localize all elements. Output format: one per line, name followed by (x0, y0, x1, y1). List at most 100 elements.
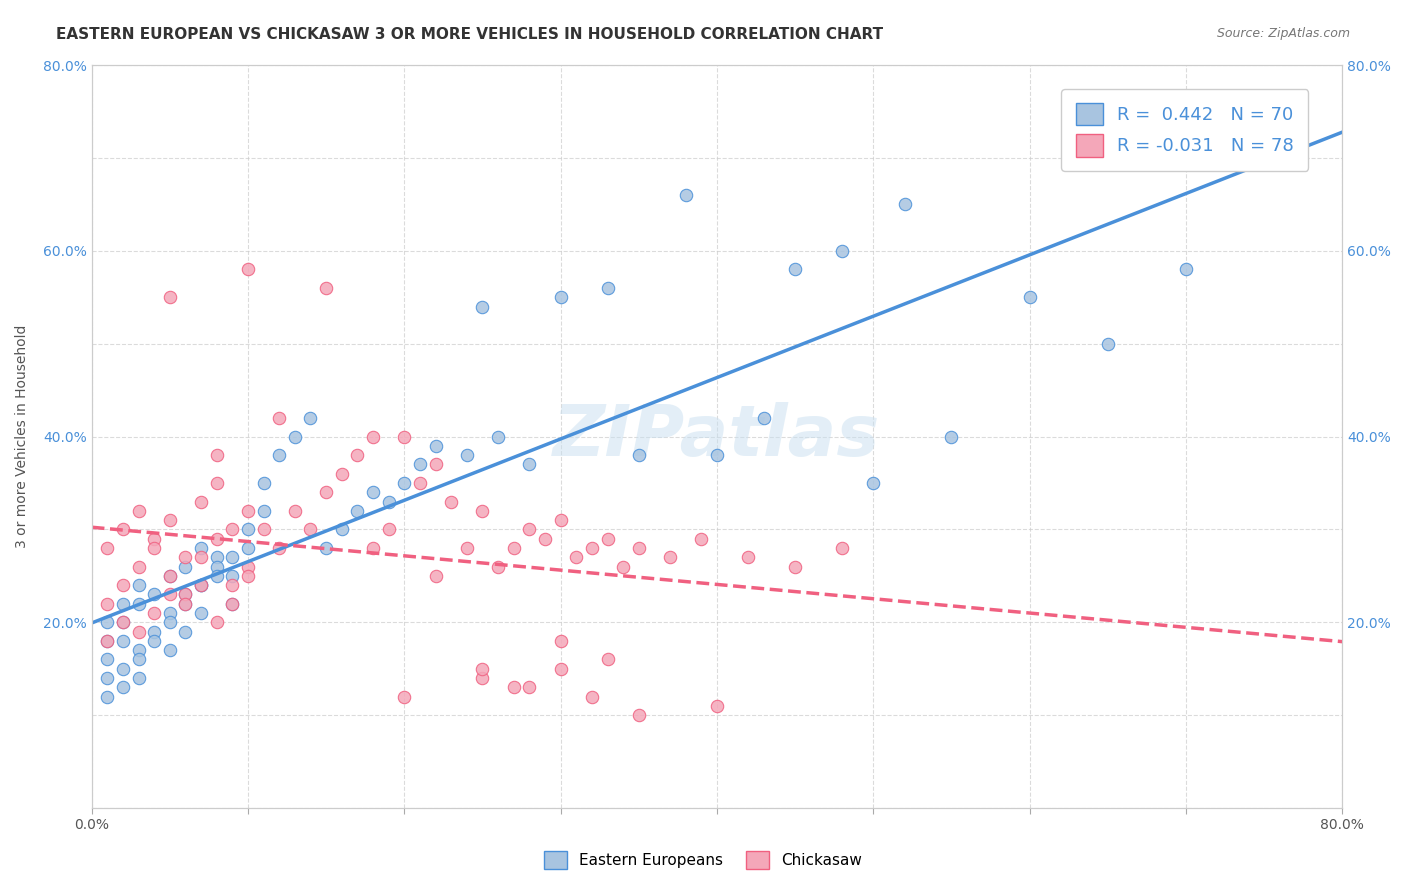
Point (252, 504, 274, 518)
Point (111, 615, 134, 630)
Point (159, 569, 181, 583)
Point (627, 541, 650, 555)
Point (236, 504, 259, 518)
Point (330, 467, 353, 481)
Point (236, 262, 259, 277)
Point (143, 633, 166, 648)
Point (315, 541, 337, 555)
Point (190, 541, 212, 555)
Point (315, 281, 337, 295)
Point (440, 494, 463, 508)
Point (486, 559, 509, 574)
Point (471, 662, 494, 676)
Point (174, 550, 197, 565)
Point (831, 244, 853, 258)
Point (596, 281, 619, 295)
Point (284, 504, 307, 518)
Point (96, 633, 118, 648)
Point (221, 597, 243, 611)
Legend: R =  0.442   N = 70, R = -0.031   N = 78: R = 0.442 N = 70, R = -0.031 N = 78 (1062, 89, 1308, 171)
Point (128, 578, 150, 592)
Point (409, 458, 432, 472)
Point (737, 550, 759, 565)
Point (128, 559, 150, 574)
Point (706, 698, 728, 713)
Point (190, 578, 212, 592)
Point (690, 532, 713, 546)
Point (471, 671, 494, 685)
Point (174, 597, 197, 611)
Point (128, 652, 150, 666)
Point (394, 475, 416, 490)
Point (221, 597, 243, 611)
Point (486, 429, 509, 443)
Point (315, 485, 337, 500)
Point (785, 559, 807, 574)
Point (612, 559, 634, 574)
Point (471, 504, 494, 518)
Point (252, 523, 274, 537)
Point (502, 541, 524, 555)
Point (159, 606, 181, 620)
Point (299, 411, 322, 425)
Point (159, 513, 181, 527)
Point (1018, 290, 1040, 304)
Point (205, 532, 228, 546)
Point (143, 541, 166, 555)
Point (517, 523, 540, 537)
Point (236, 523, 259, 537)
Point (111, 615, 134, 630)
Point (330, 523, 353, 537)
Point (299, 523, 322, 537)
Point (269, 448, 291, 462)
Point (456, 448, 478, 462)
Point (143, 587, 166, 601)
Point (128, 504, 150, 518)
Point (284, 429, 307, 443)
Point (361, 429, 384, 443)
Text: EASTERN EUROPEAN VS CHICKASAW 3 OR MORE VEHICLES IN HOUSEHOLD CORRELATION CHART: EASTERN EUROPEAN VS CHICKASAW 3 OR MORE … (56, 27, 883, 42)
Point (502, 680, 524, 694)
Point (128, 671, 150, 685)
Point (111, 523, 134, 537)
Point (1253, 151, 1275, 165)
Point (831, 541, 853, 555)
Point (159, 587, 181, 601)
Point (706, 448, 728, 462)
Point (596, 532, 619, 546)
Point (111, 578, 134, 592)
Point (96, 615, 118, 630)
Point (159, 615, 181, 630)
Point (96, 652, 118, 666)
Point (174, 624, 197, 639)
Point (190, 578, 212, 592)
Point (174, 559, 197, 574)
Point (752, 411, 775, 425)
Point (128, 643, 150, 657)
Point (111, 680, 134, 694)
Point (96, 690, 118, 704)
Point (565, 550, 588, 565)
Point (111, 633, 134, 648)
Point (409, 475, 432, 490)
Point (159, 569, 181, 583)
Point (221, 569, 243, 583)
Point (893, 197, 915, 211)
Point (111, 597, 134, 611)
Point (517, 458, 540, 472)
Point (174, 597, 197, 611)
Point (143, 532, 166, 546)
Text: Source: ZipAtlas.com: Source: ZipAtlas.com (1216, 27, 1350, 40)
Point (550, 633, 572, 648)
Point (128, 597, 150, 611)
Point (862, 475, 884, 490)
Point (205, 569, 228, 583)
Point (143, 606, 166, 620)
Point (346, 448, 368, 462)
Point (128, 624, 150, 639)
Point (174, 587, 197, 601)
Point (425, 458, 447, 472)
Y-axis label: 3 or more Vehicles in Household: 3 or more Vehicles in Household (15, 325, 30, 549)
Point (581, 690, 603, 704)
Point (425, 569, 447, 583)
